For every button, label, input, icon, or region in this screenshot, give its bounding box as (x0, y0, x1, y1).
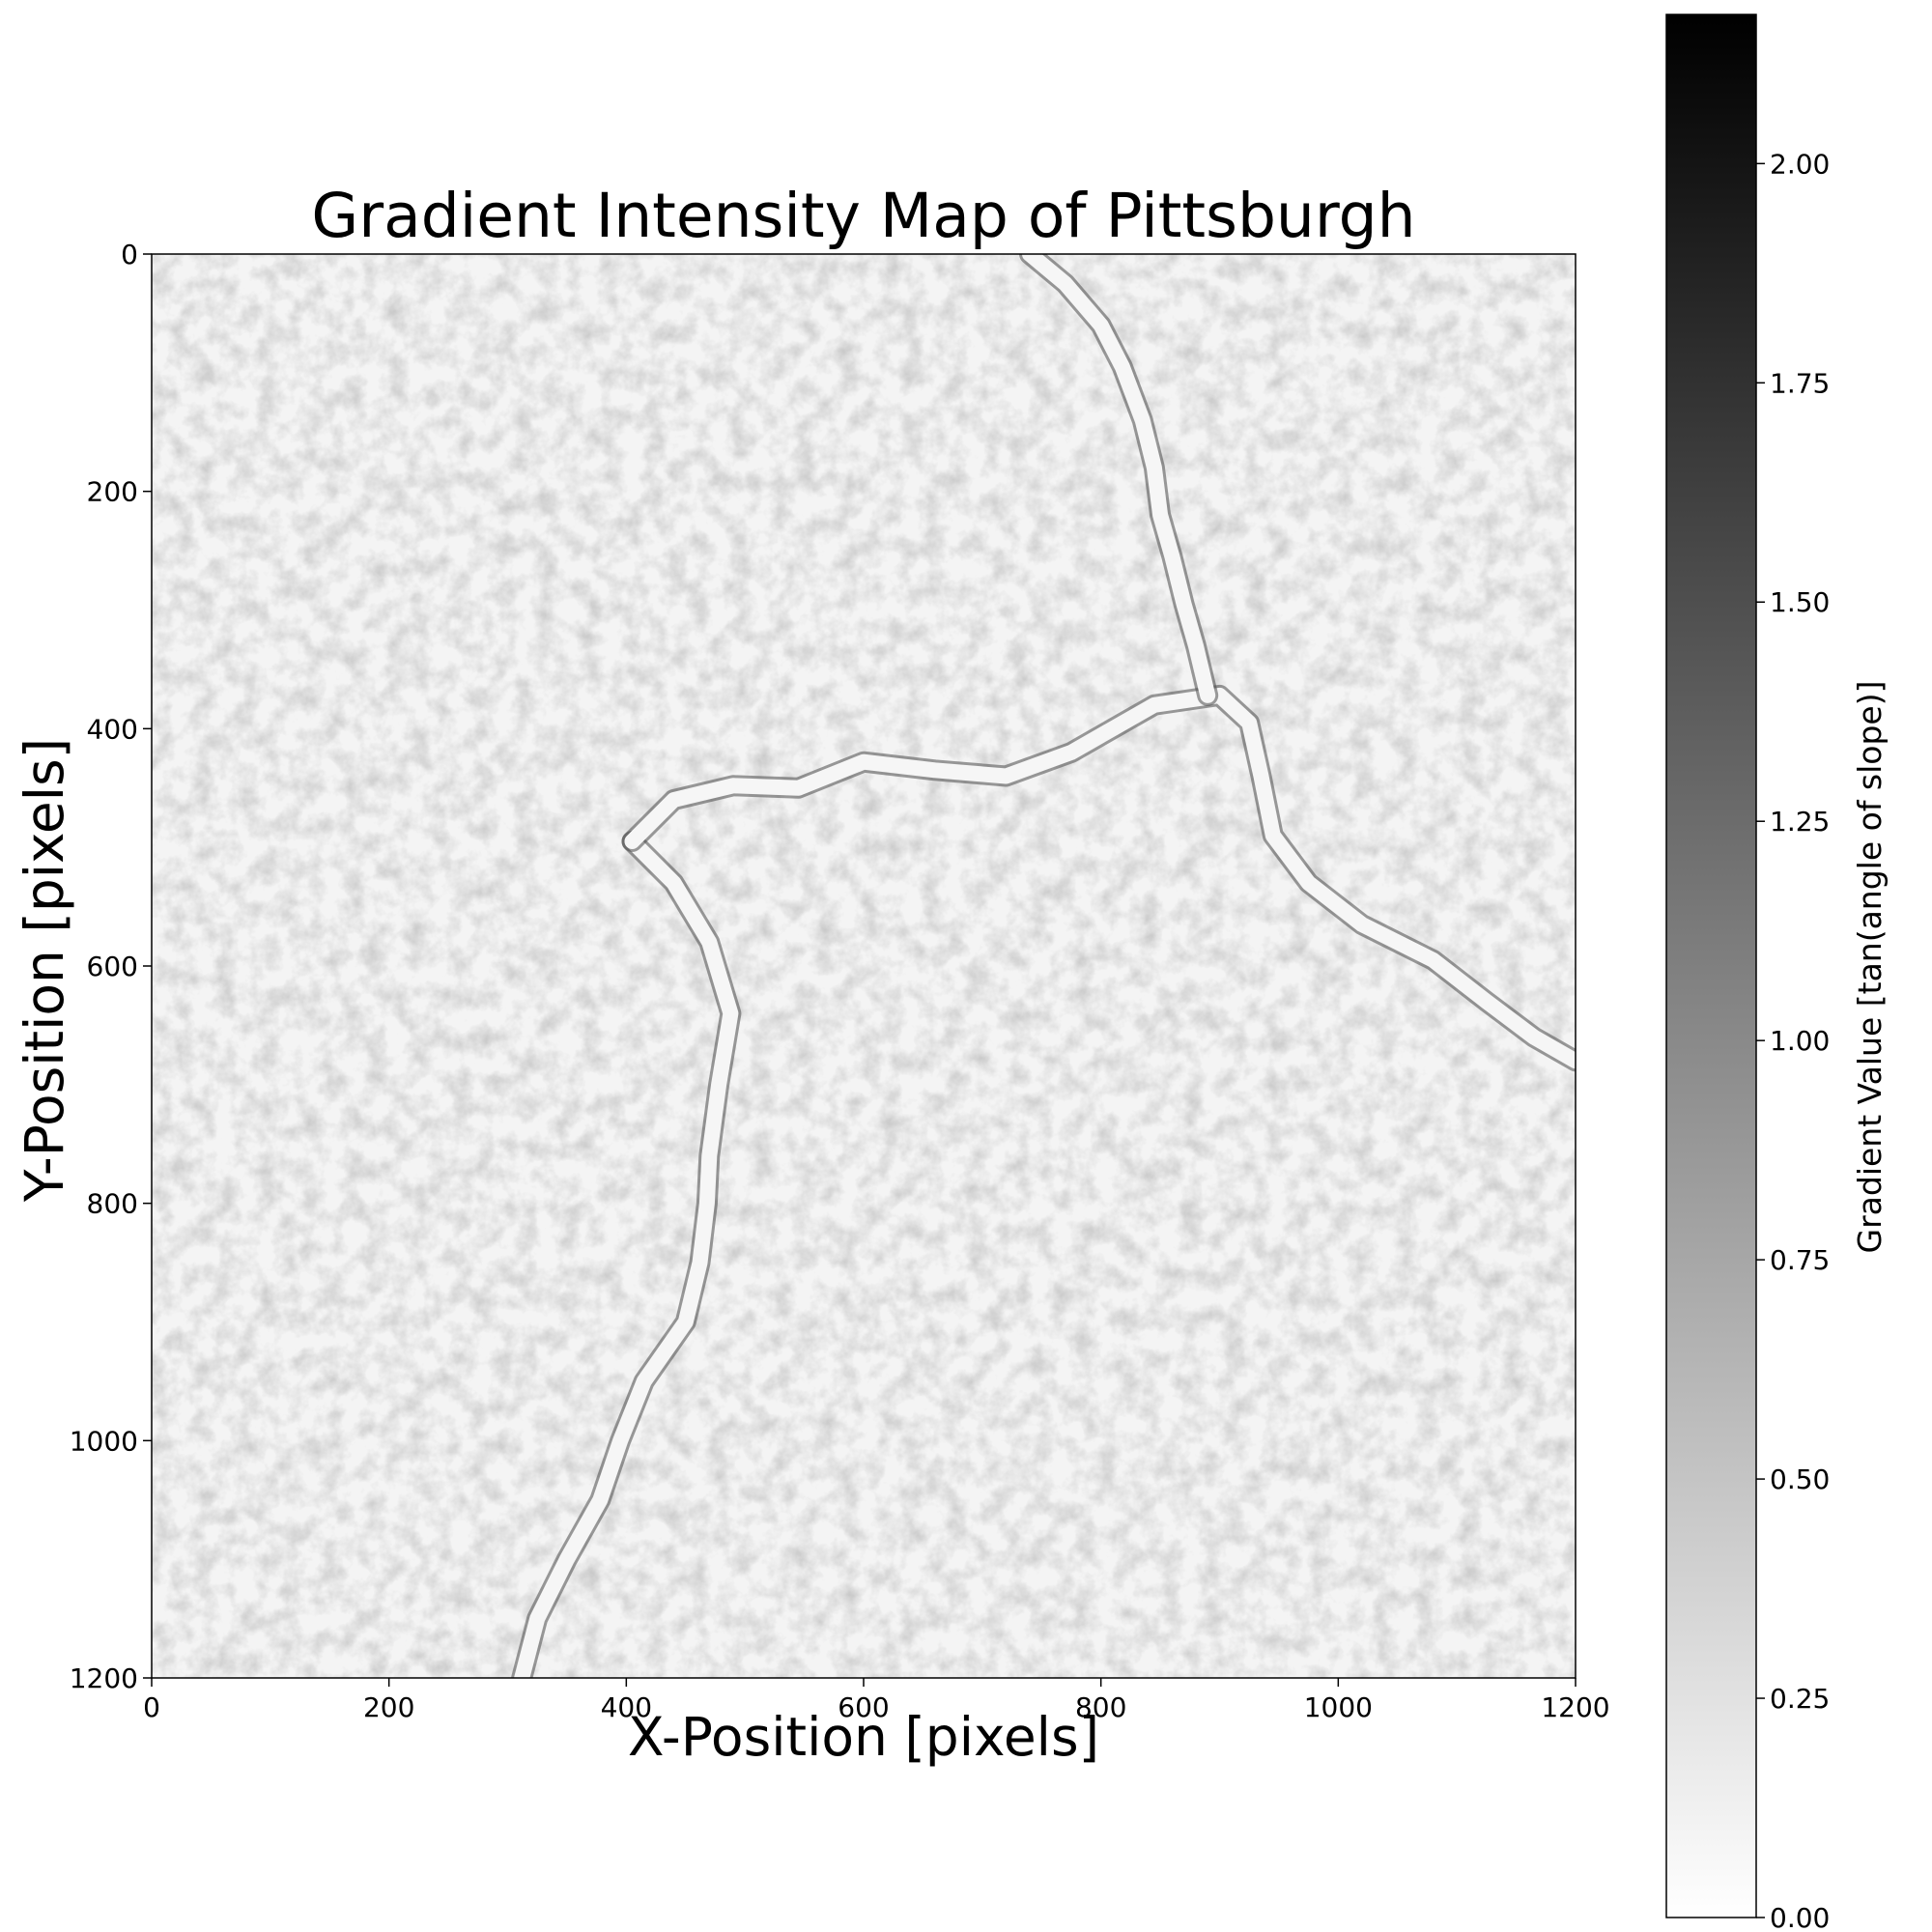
colorbar: 0.00 0.25 0.50 0.75 1.00 1.25 1.50 1.75 2.00 (1665, 14, 1830, 1932)
colorbar-ticks: 0.00 0.25 0.50 0.75 1.00 1.25 1.50 1.75 2.00 (1756, 148, 1830, 1932)
river-channel-1 (624, 687, 1576, 1069)
colorbar-tick-label: 1.00 (1770, 1025, 1830, 1057)
plot-area (151, 253, 1577, 1679)
x-tick-label: 1000 (1304, 1691, 1373, 1723)
x-axis-label: X-Position [pixels] (627, 1706, 1100, 1768)
colorbar-tick-label: 1.75 (1770, 367, 1830, 399)
colorbar-gradient (1665, 14, 1757, 1918)
x-tick-label: 1200 (1541, 1691, 1609, 1723)
colorbar-tick-label: 1.25 (1770, 806, 1830, 838)
colorbar-tick-label: 1.50 (1770, 586, 1830, 618)
y-tick-label: 1000 (70, 1425, 138, 1457)
river-channel-2 (1022, 254, 1216, 703)
colorbar-tick-label: 0.50 (1770, 1463, 1830, 1495)
x-tick-label: 800 (1075, 1691, 1126, 1723)
y-tick-label: 0 (121, 239, 138, 270)
colorbar-tick-label: 2.00 (1770, 148, 1830, 180)
terrain-texture (152, 254, 1576, 1678)
chart-title: Gradient Intensity Map of Pittsburgh (311, 181, 1416, 251)
x-tick-label: 600 (838, 1691, 889, 1723)
y-tick-label: 600 (87, 951, 138, 982)
x-tick-label: 200 (363, 1691, 414, 1723)
x-tick-label: 0 (143, 1691, 160, 1723)
river-channel-0 (514, 834, 739, 1678)
x-axis: 0 200 400 600 800 1000 1200 (143, 1678, 1610, 1723)
y-tick-label: 200 (87, 476, 138, 508)
x-tick-label: 400 (601, 1691, 652, 1723)
y-tick-label: 1200 (70, 1662, 138, 1694)
y-axis: 0 200 400 600 800 1000 1200 (70, 239, 152, 1694)
y-tick-label: 400 (87, 713, 138, 745)
y-tick-label: 800 (87, 1188, 138, 1220)
colorbar-tick-label: 0.75 (1770, 1244, 1830, 1276)
colorbar-tick-label: 0.00 (1770, 1902, 1830, 1932)
colorbar-tick-label: 0.25 (1770, 1683, 1830, 1715)
river-valleys (511, 254, 1576, 1678)
